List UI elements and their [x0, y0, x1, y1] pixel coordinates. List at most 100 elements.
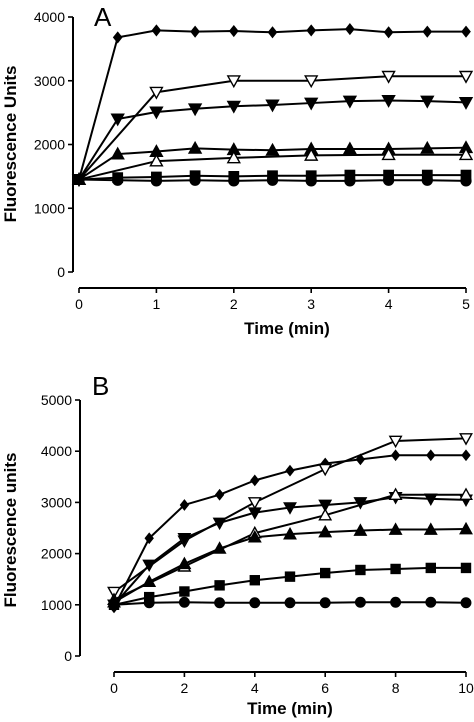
panel-b-y-tick-label: 0 [64, 648, 72, 664]
panel-b-point-triangle-up-open [459, 487, 473, 501]
panel-a-point-diamond-filled [345, 23, 355, 36]
panel-a-series [71, 23, 474, 187]
panel-b-point-triangle-up-filled [388, 522, 403, 535]
panel-b-point-triangle-up-filled [353, 523, 368, 536]
panel-b-y-tick-label: 4000 [41, 443, 72, 459]
panel-b-point-triangle-up-filled [459, 521, 473, 535]
panel-b-point-diamond-filled [355, 453, 366, 466]
panel-b-series-markers [107, 433, 473, 614]
panel-a-point-diamond-filled [422, 25, 433, 38]
panel-b-point-diamond-filled [250, 474, 260, 487]
panel-b-y-tick-label: 3000 [41, 494, 72, 510]
panel-a-point-triangle-down-open [381, 70, 396, 84]
panel-a-point-triangle-down-filled [110, 113, 125, 127]
panel-b-point-triangle-down-open [388, 435, 403, 449]
panel-b-point-triangle-up-filled [283, 526, 297, 540]
panel-a: A Fluorescence Units Time (min) 0 1000 200… [1, 2, 474, 338]
panel-a-point-triangle-up-open [458, 147, 474, 161]
panel-a-x-tick-label: 3 [307, 296, 315, 312]
panel-b-point-diamond-filled [285, 464, 295, 477]
panel-b-x-axis-title: Time (min) [247, 699, 333, 718]
panel-a-y-tick-label: 2000 [34, 137, 65, 153]
panel-b-point-diamond-filled [214, 488, 225, 501]
panel-b-point-circle-filled [108, 599, 120, 611]
panel-a-point-diamond-filled [461, 25, 471, 38]
panel-a-point-diamond-filled [112, 31, 123, 44]
panel-a-point-triangle-down-filled [458, 96, 474, 110]
panel-b-point-circle-filled [354, 596, 366, 608]
panel-b-x-tick-label: 0 [110, 680, 118, 696]
panel-b-x-tick-label: 2 [181, 680, 189, 696]
panel-a-point-triangle-up-open [149, 153, 164, 167]
panel-a-y-tick-label: 3000 [34, 73, 65, 89]
panel-b-point-square-filled [390, 563, 401, 575]
panel-b-point-triangle-up-filled [142, 574, 157, 588]
panel-b-point-circle-filled [214, 597, 226, 609]
panel-b-point-square-filled [249, 575, 261, 586]
panel-a-point-triangle-up-open [226, 150, 241, 164]
panel-a-point-circle-filled [344, 175, 356, 187]
panel-b-point-circle-filled [284, 597, 296, 609]
panel-b-y-tick-label: 1000 [41, 597, 72, 613]
panel-b-point-square-filled [320, 567, 331, 579]
panel-b-point-circle-filled [425, 596, 437, 608]
panel-a-y-tick-label: 4000 [34, 9, 65, 25]
panel-a-series-line-triangle-down-open [78, 75, 466, 181]
panel-b-point-triangle-up-filled [423, 522, 438, 535]
panel-a-point-triangle-up-filled [342, 141, 358, 155]
panel-a-point-triangle-up-open [304, 147, 319, 161]
panel-a-point-triangle-up-open [381, 147, 396, 161]
panel-a-point-diamond-filled [306, 24, 317, 37]
panel-a-point-circle-filled [228, 175, 240, 187]
panel-b-point-diamond-filled [426, 449, 436, 462]
panel-b-point-triangle-down-filled [423, 493, 438, 507]
panel-a-point-diamond-filled [383, 26, 394, 39]
panel-b: B Fluorescence units Time (min) 01000200… [1, 371, 474, 718]
panel-a-point-triangle-up-filled [187, 140, 203, 154]
panel-b-axes: 0 1000 2000 3000 4000 5000 0 2 4 6 8 10 [41, 392, 474, 696]
panel-b-series-line-triangle-up-open [113, 493, 466, 601]
panel-a-point-triangle-up-filled [110, 146, 125, 160]
panel-b-point-triangle-down-filled [142, 559, 157, 573]
panel-a-point-triangle-down-open [458, 70, 474, 84]
panel-b-point-triangle-down-filled [283, 502, 297, 515]
panel-a-x-axis-title: Time (min) [244, 319, 330, 338]
panel-b-point-triangle-up-filled [212, 541, 227, 554]
panel-a-y-tick-label: 1000 [34, 200, 65, 216]
panel-a-point-triangle-down-filled [187, 103, 203, 117]
panel-b-x-tick-label: 8 [392, 680, 400, 696]
panel-a-point-diamond-filled [228, 24, 239, 38]
panel-a-point-triangle-up-filled [420, 140, 435, 154]
panel-b-point-circle-filled [319, 597, 331, 609]
panel-a-point-triangle-down-open [304, 75, 319, 89]
panel-a-label: A [94, 2, 112, 32]
panel-a-point-circle-filled [305, 175, 317, 187]
panel-b-point-square-filled [425, 562, 436, 574]
panel-b-point-triangle-up-filled [177, 556, 192, 570]
panel-a-point-triangle-down-filled [304, 97, 319, 111]
panel-b-series [107, 433, 473, 614]
panel-a-point-triangle-down-filled [342, 95, 358, 109]
panel-b-point-diamond-filled [144, 532, 154, 545]
panel-a-y-axis-title: Fluorescence Units [1, 66, 20, 223]
panel-b-point-circle-filled [460, 597, 472, 609]
panel-b-point-square-filled [214, 580, 225, 591]
panel-b-series-line-triangle-up-filled [113, 528, 467, 604]
panel-b-point-diamond-filled [390, 449, 401, 462]
panel-b-y-tick-label: 5000 [41, 392, 72, 408]
panel-b-point-circle-filled [249, 597, 261, 609]
panel-a-x-tick-label: 0 [75, 296, 83, 312]
panel-a-point-triangle-up-filled [265, 142, 280, 156]
panel-b-x-tick-label: 10 [458, 680, 474, 696]
panel-b-x-tick-label: 4 [251, 680, 259, 696]
panel-b-point-triangle-down-open [247, 497, 262, 510]
panel-b-point-triangle-down-filled [353, 497, 368, 510]
panel-b-point-triangle-up-open [388, 487, 403, 501]
panel-b-point-triangle-down-filled [177, 532, 192, 546]
panel-a-point-triangle-down-filled [265, 99, 280, 113]
panel-a-point-diamond-filled [190, 25, 200, 38]
panel-a-x-tick-label: 5 [462, 296, 470, 312]
panel-a-series-markers [71, 23, 474, 187]
panel-b-point-triangle-up-open [318, 508, 333, 521]
panel-b-point-circle-filled [143, 597, 155, 609]
